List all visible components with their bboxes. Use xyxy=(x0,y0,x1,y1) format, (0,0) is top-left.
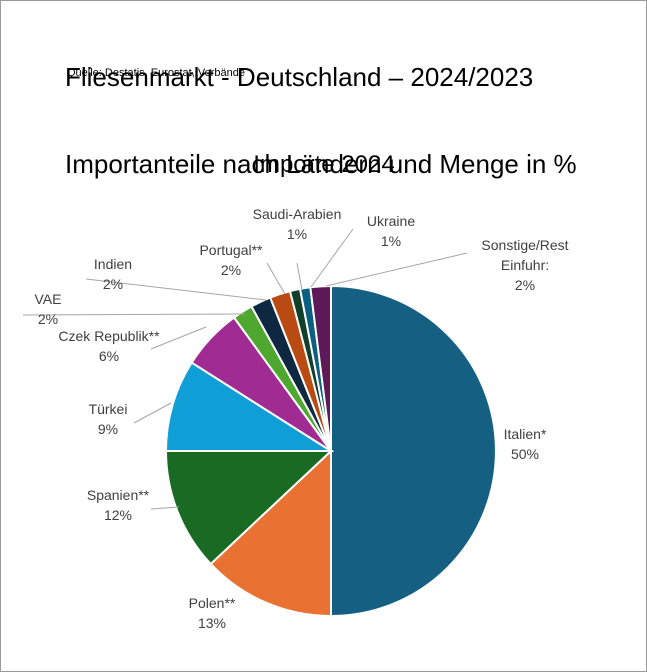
slice-label-6: VAE 2% xyxy=(35,291,62,327)
slice-label-5: Czek Republik** 6% xyxy=(58,328,160,364)
slice-labels: Italien* 50% Polen** 13% Spanien** 12% Türkei 9… xyxy=(35,206,569,631)
leader-lines xyxy=(22,228,468,510)
title-line-1: Fliesenmarkt - Deutschland – 2024/2023 xyxy=(65,62,534,92)
title-line-2: Importanteile nach Ländern und Menge in … xyxy=(65,149,577,179)
slice-label-2: Polen** 13% xyxy=(189,595,236,631)
pie-chart-title: Importe 2024 xyxy=(253,151,394,178)
slice-label-11: Sonstige/Rest Einfuhr: 2% xyxy=(481,237,568,293)
pie-slice-3 xyxy=(164,450,334,566)
source-note: Quelle: Destatis, Eurostat, Verbände xyxy=(67,67,245,79)
pie-slice-4 xyxy=(164,361,335,452)
pie-slice-11 xyxy=(309,284,332,452)
slice-label-7: Indien 2% xyxy=(94,256,132,292)
leader-line-10 xyxy=(310,228,354,288)
leader-line-7 xyxy=(85,278,267,301)
slice-label-1: Italien* 50% xyxy=(504,426,547,462)
pie-slice-1 xyxy=(330,284,497,618)
slice-label-9: Saudi-Arabien 1% xyxy=(253,206,342,242)
leader-line-9 xyxy=(296,262,303,291)
leader-line-6 xyxy=(22,313,246,316)
leader-line-3 xyxy=(150,506,180,510)
leader-line-5 xyxy=(150,326,207,350)
slice-label-10: Ukraine 1% xyxy=(367,213,415,249)
slice-label-4: Türkei 9% xyxy=(89,401,128,437)
leader-line-4 xyxy=(133,402,172,424)
chart-main-title: Fliesenmarkt - Deutschland – 2024/2023 I… xyxy=(65,5,577,237)
pie-slice-2 xyxy=(209,448,332,618)
slice-label-8: Portugal** 2% xyxy=(199,242,263,278)
leader-line-8 xyxy=(266,262,286,295)
pie-slices xyxy=(164,284,497,618)
leader-line-11 xyxy=(325,252,468,287)
slice-label-3: Spanien** 12% xyxy=(87,487,150,523)
